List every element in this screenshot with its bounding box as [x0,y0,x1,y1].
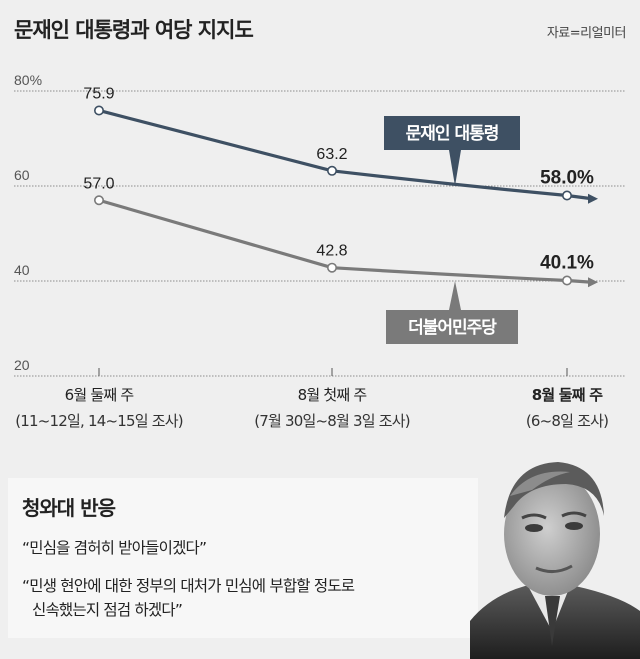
x-period-label: (7월 30일~8월 3일 조사) [254,412,410,430]
series-callout-pointer [449,281,461,310]
series-callout-pointer [449,150,461,186]
y-tick-label: 20 [14,357,30,373]
data-point [94,105,105,116]
series-arrowhead [588,193,598,204]
data-point [326,262,337,273]
reaction-panel: 청와대 반응 “민심을 겸허히 받아들이겠다” “민생 현안에 대한 정부의 대… [8,478,632,650]
x-category-label: 8월 둘째 주 [532,386,603,404]
data-label: 58.0% [540,168,594,189]
reaction-title: 청와대 반응 [22,496,116,520]
y-tick-label: 80% [14,72,42,88]
data-label: 40.1% [540,253,594,274]
x-category-label: 8월 첫째 주 [298,386,367,404]
data-label: 57.0 [83,175,114,192]
data-label: 42.8 [316,243,347,260]
data-point [561,190,572,201]
series-name-label: 문재인 대통령 [406,123,499,144]
line-chart: 80% 60 40 20 6월 둘째 주 (11~12일, 14~15일 조사) 8월 첫… [14,72,626,430]
source-label: 자료=리얼미터 [546,26,627,41]
data-label: 75.9 [83,85,114,102]
series-line [98,108,593,201]
series-callout-box [384,116,520,150]
series-arrowhead [588,277,598,288]
x-period-label: (11~12일, 14~15일 조사) [15,412,183,430]
series-line [98,198,593,284]
chart-title: 문재인 대통령과 여당 지지도 [14,18,254,42]
data-point [326,165,337,176]
reaction-quote-2-line-1: “민생 현안에 대한 정부의 대처가 민심에 부합할 정도로 [22,577,355,595]
x-category-label: 6월 둘째 주 [65,386,134,404]
data-label: 63.2 [316,146,347,163]
data-point [94,195,105,206]
x-period-label: (6~8일 조사) [526,412,608,430]
reaction-box: 청와대 반응 “민심을 겸허히 받아들이겠다” “민생 현안에 대한 정부의 대… [8,478,478,638]
president-photo [470,462,640,659]
series-name-label: 더불어민주당 [408,318,497,338]
reaction-quote-1: “민심을 겸허히 받아들이겠다” [22,539,207,557]
y-tick-label: 60 [14,167,30,183]
data-point [561,275,572,286]
reaction-quote-2-line-2: 신속했는지 점검 하겠다” [32,601,183,619]
y-tick-label: 40 [14,262,30,278]
series-callout-box [386,310,518,344]
